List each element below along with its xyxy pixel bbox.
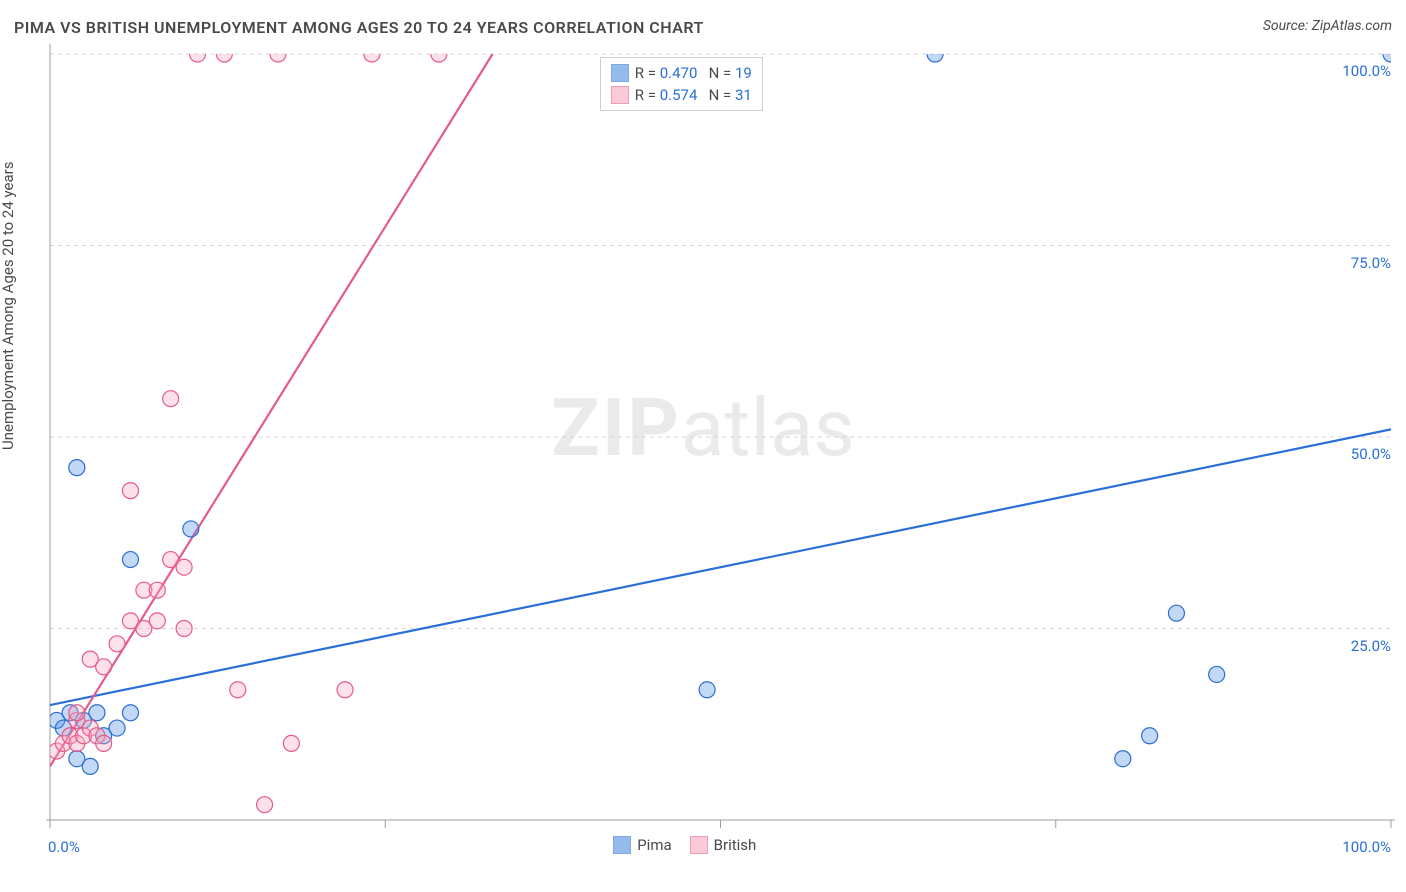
plot-area: [0, 0, 1406, 892]
series-legend: Pima British: [613, 836, 756, 854]
legend-swatch: [690, 836, 708, 854]
x-tick-label: 100.0%: [1342, 838, 1391, 856]
scatter-chart: [0, 0, 1406, 892]
series-legend-item: Pima: [613, 836, 671, 854]
x-tick-label: 0.0%: [48, 838, 80, 856]
legend-text: R = 0.574 N = 31: [635, 84, 752, 106]
legend-swatch: [611, 64, 629, 82]
legend-text: R = 0.470 N = 19: [635, 62, 752, 84]
legend-swatch: [613, 836, 631, 854]
series-legend-label: Pima: [637, 836, 671, 854]
correlation-legend: R = 0.470 N = 19R = 0.574 N = 31: [600, 57, 763, 111]
legend-row: R = 0.574 N = 31: [611, 84, 752, 106]
y-tick-label: 75.0%: [1351, 254, 1391, 272]
y-tick-label: 50.0%: [1351, 445, 1391, 463]
y-tick-label: 25.0%: [1351, 637, 1391, 655]
legend-swatch: [611, 86, 629, 104]
series-legend-item: British: [690, 836, 757, 854]
y-tick-label: 100.0%: [1342, 62, 1391, 80]
legend-row: R = 0.470 N = 19: [611, 62, 752, 84]
series-legend-label: British: [714, 836, 757, 854]
